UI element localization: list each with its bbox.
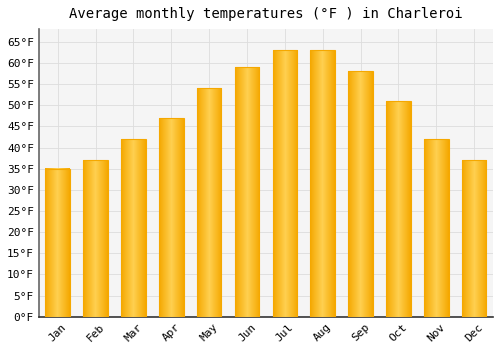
Bar	[272, 50, 297, 317]
Bar	[121, 139, 146, 317]
Title: Average monthly temperatures (°F ) in Charleroi: Average monthly temperatures (°F ) in Ch…	[69, 7, 462, 21]
Bar	[386, 101, 410, 317]
Bar	[46, 169, 70, 317]
Bar	[424, 139, 448, 317]
Bar	[310, 50, 335, 317]
Bar	[197, 88, 222, 317]
Bar	[348, 71, 373, 317]
Bar	[234, 67, 260, 317]
Bar	[84, 160, 108, 317]
Bar	[159, 118, 184, 317]
Bar	[462, 160, 486, 317]
